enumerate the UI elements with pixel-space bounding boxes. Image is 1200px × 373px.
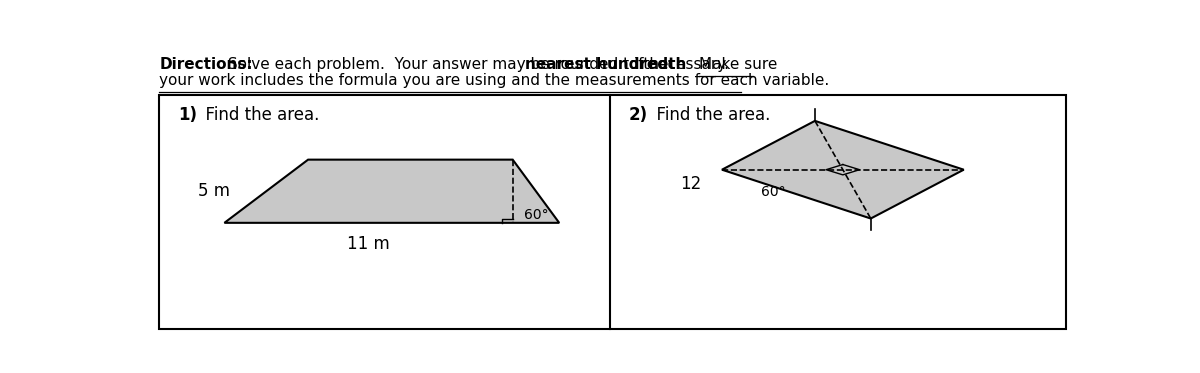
Text: if necessary.: if necessary.: [629, 57, 739, 72]
Text: 5 m: 5 m: [198, 182, 230, 200]
Text: 60°: 60°: [761, 185, 786, 199]
Text: Find the area.: Find the area.: [646, 106, 770, 124]
Text: nearest hundredth: nearest hundredth: [524, 57, 686, 72]
Text: Make sure: Make sure: [698, 57, 778, 72]
Polygon shape: [722, 121, 964, 219]
Text: 1): 1): [178, 106, 197, 124]
Text: Solve each problem.  Your answer may be rounded to the: Solve each problem. Your answer may be r…: [222, 57, 673, 72]
Text: Find the area.: Find the area.: [194, 106, 319, 124]
Polygon shape: [224, 160, 559, 223]
Text: 12: 12: [680, 175, 702, 193]
Bar: [160, 95, 1066, 329]
Text: 2): 2): [629, 106, 648, 124]
Text: your work includes the formula you are using and the measurements for each varia: your work includes the formula you are u…: [160, 73, 829, 88]
Text: 11 m: 11 m: [347, 235, 390, 253]
Text: 60°: 60°: [524, 208, 548, 222]
Text: Directions:: Directions:: [160, 57, 253, 72]
